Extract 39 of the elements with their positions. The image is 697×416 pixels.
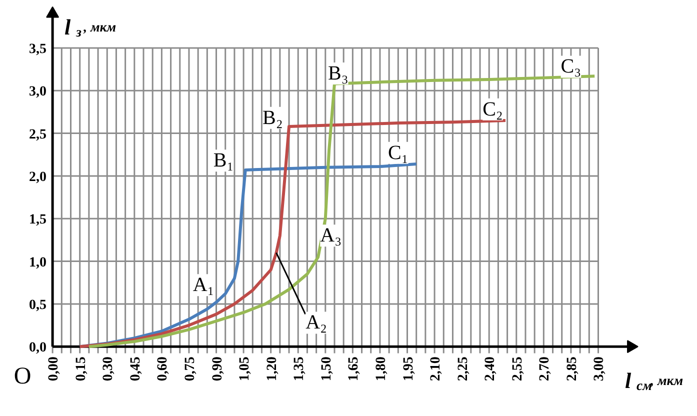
x-tick-label: 2,25 (456, 356, 471, 382)
x-tick-label: 0,45 (128, 356, 144, 382)
annotation: A₃ (320, 224, 342, 247)
annotation: A₁ (192, 274, 214, 296)
y-tick-label: 1,0 (29, 255, 47, 270)
x-tick-label: 2,10 (428, 356, 444, 382)
text: O (14, 364, 32, 390)
y-tick-label: 0,0 (29, 340, 47, 356)
y-tick-label: 2,0 (29, 170, 47, 185)
x-tick-label: 2,55 (510, 356, 526, 382)
x-tick-label: 1,80 (374, 356, 389, 382)
annotation: A₂ (306, 312, 328, 334)
x-tick-label: 1,05 (238, 356, 253, 382)
y-tick-label: 3,5 (29, 42, 47, 57)
annotation: B₃ (328, 62, 348, 85)
x-tick-label: 0,30 (101, 356, 116, 382)
x-tick-label: 2,85 (564, 356, 580, 382)
x-tick-label: 3,00 (592, 356, 608, 382)
x-tick-label: 2,40 (483, 356, 498, 382)
x-tick-label: 2,70 (538, 356, 553, 382)
annotation: B₂ (262, 106, 283, 129)
annotation: C₁ (388, 142, 408, 164)
x-tick-label: 0,15 (74, 356, 89, 382)
x-tick-label: 0,90 (210, 356, 226, 382)
y-tick-label: 3,0 (29, 84, 47, 100)
annotation: C₃ (560, 56, 582, 78)
x-tick-label: 0,60 (156, 356, 171, 382)
x-tick-label: 1,20 (264, 356, 280, 382)
y-tick-label: 1,5 (29, 212, 47, 228)
x-tick-label: 1,50 (319, 356, 334, 382)
x-tick-label: 0,00 (46, 356, 62, 382)
y-tick-label: 0,5 (29, 298, 47, 313)
x-tick-label: 1,95 (401, 356, 416, 382)
annotation: C₂ (482, 98, 503, 120)
x-tick-label: 1,35 (292, 356, 308, 382)
annotation: B₁ (213, 150, 234, 172)
x-tick-label: 1,65 (346, 356, 362, 382)
x-tick-label: 0,75 (182, 356, 198, 382)
y-tick-label: 2,5 (29, 127, 47, 142)
